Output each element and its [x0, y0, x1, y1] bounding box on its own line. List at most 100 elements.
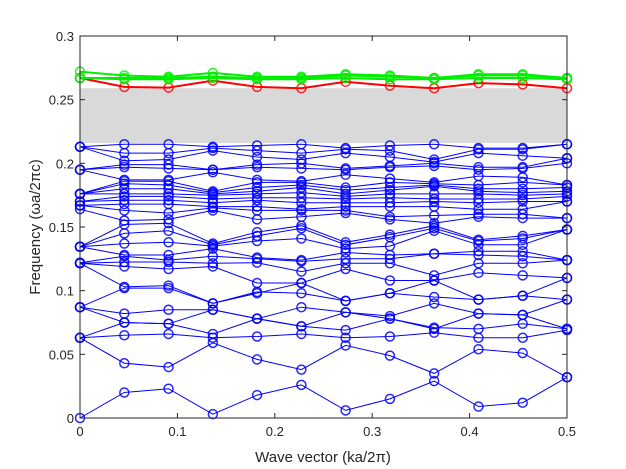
- band-line: [79, 143, 568, 149]
- band-line: [79, 185, 568, 195]
- band-point: [251, 174, 263, 186]
- band-point: [296, 233, 307, 244]
- band-point: [517, 68, 528, 80]
- band-point: [384, 192, 396, 203]
- x-axis-label: Wave vector (ka/2π): [255, 449, 391, 466]
- band-point: [473, 142, 484, 154]
- band-point: [517, 332, 528, 344]
- band-point: [251, 71, 263, 82]
- y-axis-label: Frequency (ωa/2πc): [27, 159, 44, 294]
- band-point: [340, 68, 351, 80]
- band-point: [251, 226, 263, 238]
- band-point: [207, 258, 219, 269]
- band-point: [163, 237, 174, 248]
- band-point: [428, 193, 440, 205]
- band-point: [296, 197, 307, 209]
- y-tick-label: 0.2: [56, 156, 74, 171]
- band-point: [251, 252, 263, 263]
- band-line: [79, 222, 568, 248]
- band-point: [119, 198, 130, 210]
- band-point: [296, 154, 307, 165]
- band-point: [384, 253, 396, 265]
- band-point: [473, 147, 484, 159]
- band-point: [207, 328, 219, 340]
- band-point: [340, 405, 351, 416]
- y-tick-label: 0.3: [56, 29, 74, 44]
- band-point: [517, 150, 528, 161]
- band-point: [340, 295, 351, 307]
- band-point: [207, 261, 219, 272]
- band-point: [517, 309, 528, 321]
- band-point: [163, 328, 174, 340]
- band-point: [473, 68, 484, 80]
- band-point: [517, 193, 528, 205]
- band-point: [384, 313, 396, 324]
- band-point: [428, 154, 440, 165]
- band-point: [163, 179, 174, 191]
- band-point: [119, 215, 130, 226]
- band-point: [296, 301, 307, 313]
- band-point: [119, 159, 130, 170]
- band-point: [296, 71, 307, 82]
- band-line: [79, 201, 568, 210]
- band-line: [79, 376, 568, 419]
- axes-layer: 0 0.1 0.2 0.3 0.4 0.5 0 0.05 0.1 0.15 0.2 0.25 0.3: [49, 29, 576, 439]
- band-27: [74, 152, 573, 175]
- band-30: [74, 138, 573, 154]
- band-point: [517, 177, 528, 188]
- band-point: [473, 183, 484, 195]
- band-point: [384, 140, 396, 151]
- band-point: [251, 145, 263, 156]
- band-line: [79, 157, 568, 171]
- band-point: [517, 251, 528, 262]
- band-point: [163, 214, 174, 225]
- band-line: [79, 143, 568, 161]
- band-gap-region: [80, 88, 567, 143]
- band-point: [163, 174, 174, 186]
- band-point: [473, 203, 484, 215]
- band-point: [296, 321, 307, 332]
- band-line: [79, 199, 567, 204]
- band-point: [384, 151, 396, 163]
- band-point: [473, 249, 484, 261]
- y-tick-label: 0.1: [56, 284, 74, 299]
- band-line: [79, 204, 568, 219]
- band-point: [384, 173, 396, 184]
- band-point: [119, 317, 130, 328]
- x-tick-label: 0.5: [558, 424, 576, 439]
- band-point: [473, 245, 484, 257]
- band-point: [473, 401, 484, 412]
- band-point: [207, 141, 219, 153]
- band-point: [163, 198, 174, 210]
- band-point: [163, 225, 174, 237]
- y-tick-label: 0.05: [49, 347, 74, 362]
- band-line: [80, 192, 568, 197]
- band-point: [251, 389, 263, 401]
- band-line: [79, 259, 568, 276]
- y-tick-label: 0.15: [49, 220, 74, 235]
- band-point: [207, 408, 219, 420]
- band-point: [251, 140, 263, 151]
- band-point: [296, 211, 307, 223]
- band-point: [428, 201, 440, 212]
- y-tick-label: 0: [67, 411, 74, 426]
- band-point: [473, 234, 484, 245]
- band-point: [517, 183, 528, 195]
- band-line: [79, 183, 568, 195]
- band-point: [163, 71, 174, 82]
- band-point: [517, 347, 528, 359]
- band-point: [428, 323, 440, 335]
- band-point: [119, 219, 130, 230]
- band-point: [251, 257, 263, 268]
- band-line: [80, 74, 568, 80]
- band-point: [296, 277, 307, 289]
- band-point: [340, 332, 351, 344]
- band-point: [163, 318, 174, 330]
- band-point: [384, 211, 396, 223]
- band-point: [517, 203, 528, 215]
- band-line: [79, 262, 568, 284]
- band-28: [74, 141, 573, 168]
- band-point: [340, 147, 351, 159]
- x-tick-label: 0.1: [168, 424, 186, 439]
- band-point: [119, 205, 130, 216]
